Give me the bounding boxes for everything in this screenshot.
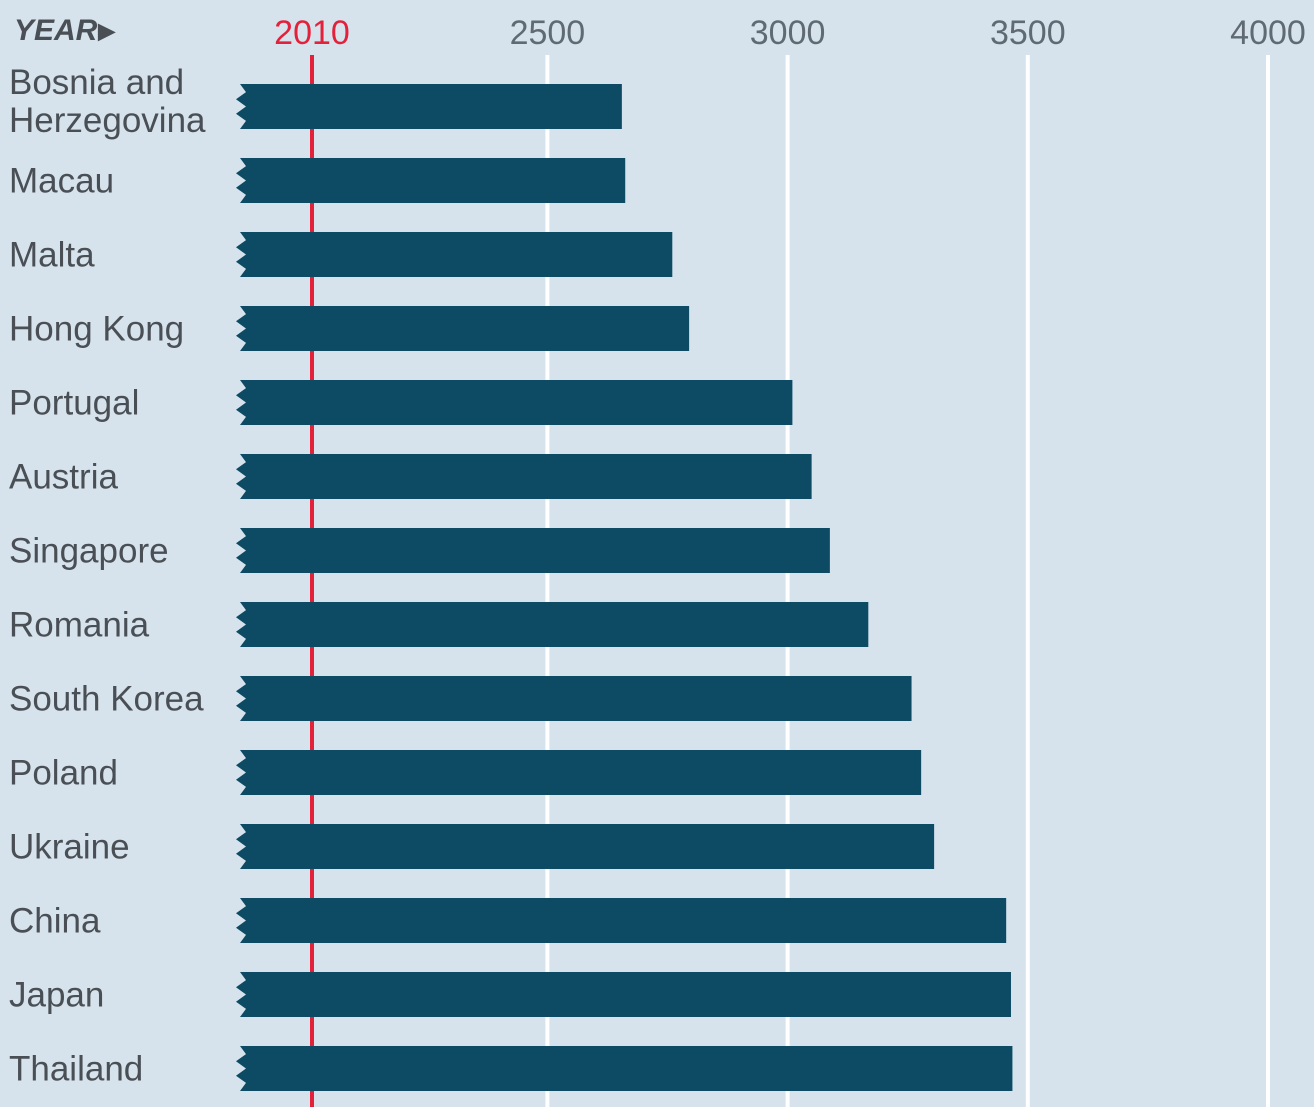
bar-hong-kong [236, 306, 690, 351]
category-label: South Korea [9, 680, 204, 719]
category-label: Macau [9, 162, 114, 201]
bar-portugal [236, 380, 793, 425]
x-tick-label-3500: 3500 [990, 14, 1066, 52]
axis-arrow-icon: ► [92, 15, 122, 48]
bar-malta [236, 232, 673, 277]
category-label-line-2: Herzegovina [9, 101, 206, 140]
category-label: Thailand [9, 1050, 143, 1089]
category-label-line-1: Bosnia and [9, 63, 184, 102]
x-tick-label-2500: 2500 [510, 14, 586, 52]
category-label: Ukraine [9, 828, 130, 867]
bar-china [236, 898, 1007, 943]
x-tick-label-2010: 2010 [274, 14, 350, 52]
x-tick-label-4000: 4000 [1230, 14, 1306, 52]
bar-ukraine [236, 824, 935, 869]
bar-romania [236, 602, 869, 647]
x-tick-label-3000: 3000 [750, 14, 826, 52]
category-label: Portugal [9, 384, 139, 423]
category-label: China [9, 902, 101, 941]
category-label: Romania [9, 606, 150, 645]
bar-thailand [236, 1046, 1013, 1091]
category-label: Singapore [9, 532, 169, 571]
bar-bosnia-and-herzegovina [236, 84, 622, 129]
category-label: Austria [9, 458, 118, 497]
bar-macau [236, 158, 626, 203]
bar-poland [236, 750, 922, 795]
bar-japan [236, 972, 1011, 1017]
bar-singapore [236, 528, 830, 573]
category-label: Japan [9, 976, 104, 1015]
category-label: Malta [9, 236, 95, 275]
bar-austria [236, 454, 812, 499]
axis-label-year: YEAR [14, 14, 98, 47]
bar-south-korea [236, 676, 912, 721]
category-label: Poland [9, 754, 118, 793]
category-label: Hong Kong [9, 310, 184, 349]
